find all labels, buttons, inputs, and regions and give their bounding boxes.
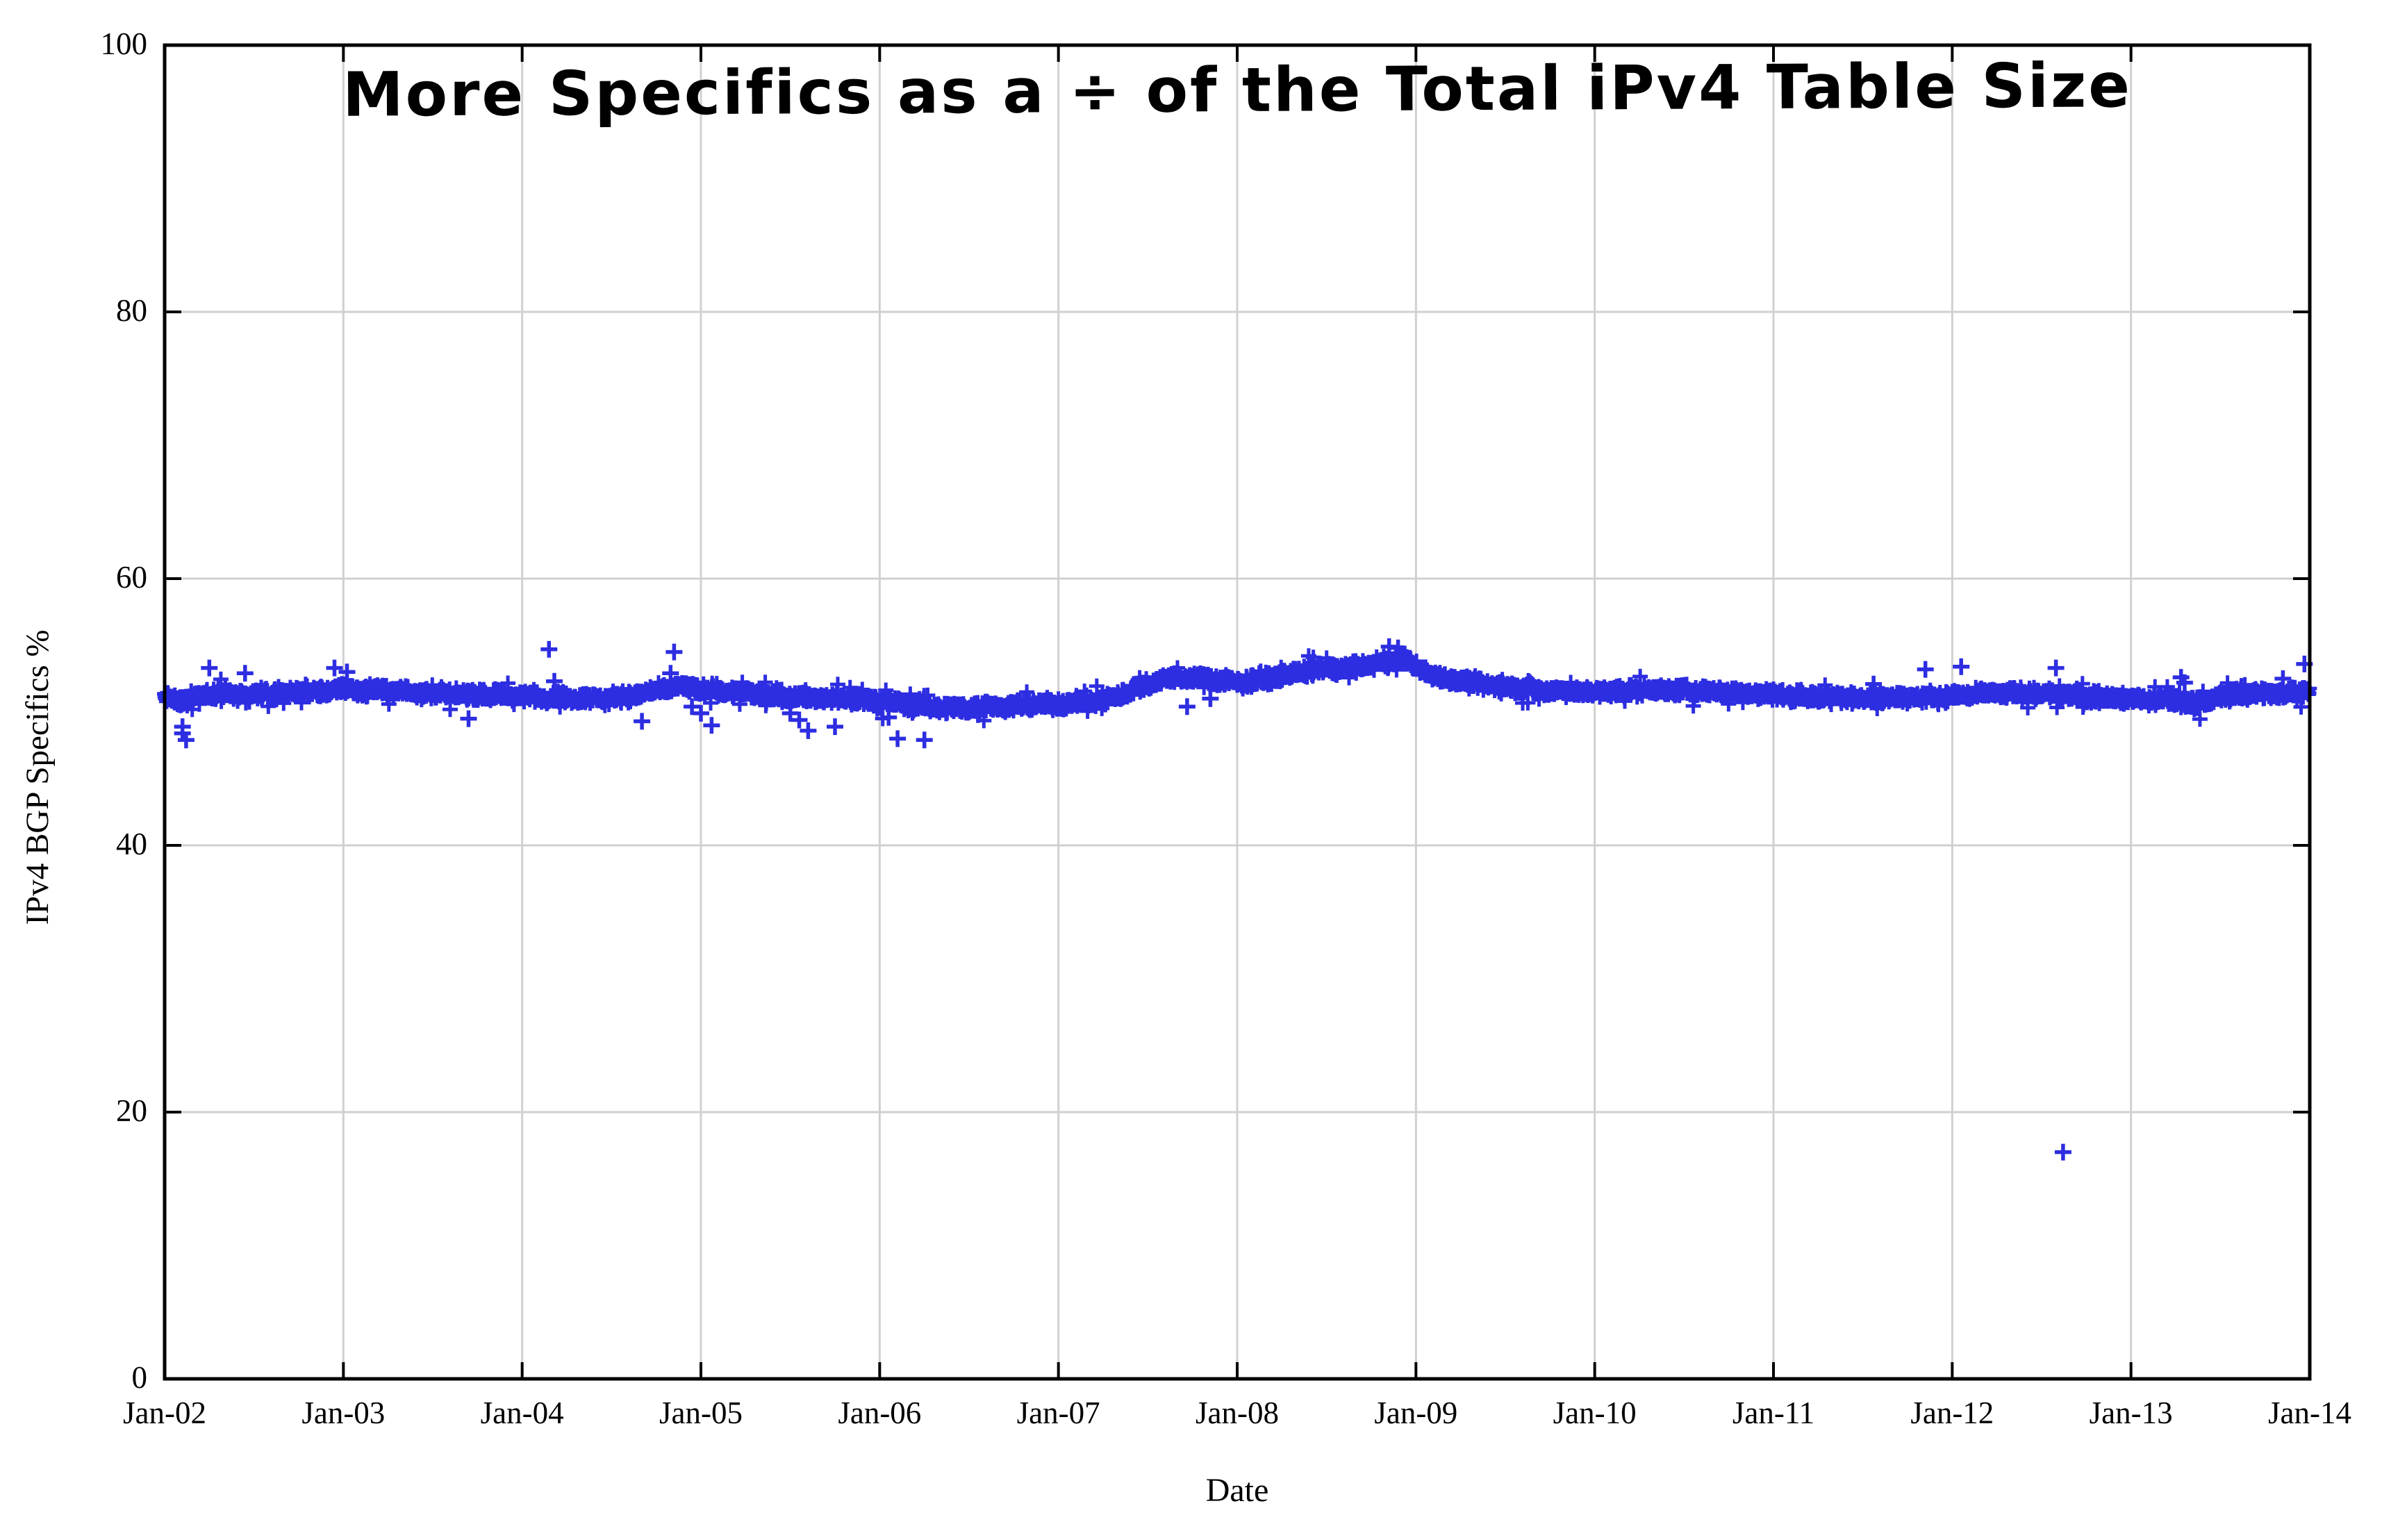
data-layer [157,638,2317,1161]
x-tick-label: Jan-13 [2089,1396,2173,1430]
y-tick-label: 40 [116,827,147,861]
x-tick-label: Jan-12 [1910,1396,1994,1430]
x-tick-label: Jan-09 [1374,1396,1458,1430]
x-tick-label: Jan-08 [1196,1396,1279,1430]
x-tick-label: Jan-03 [301,1396,386,1430]
y-tick-label: 0 [131,1360,148,1395]
x-tick-label: Jan-04 [480,1396,564,1430]
y-axis-title: IPv4 BGP Specifics % [19,629,56,925]
chart-title: More Specifics as a ÷ of the Total iPv4 … [342,49,2133,131]
y-tick-label: 60 [116,560,147,595]
y-tick-label: 80 [116,293,147,328]
x-tick-label: Jan-10 [1553,1396,1637,1430]
x-axis-title: Date [1205,1472,1269,1509]
x-tick-label: Jan-07 [1016,1396,1100,1430]
x-tick-label: Jan-05 [659,1396,743,1430]
x-tick-label: Jan-06 [838,1396,922,1430]
x-tick-label: Jan-11 [1732,1396,1815,1430]
y-tick-label: 100 [100,26,148,61]
axes [163,43,2312,1381]
outlier-points [174,638,2313,1161]
x-tick-label: Jan-14 [2268,1396,2351,1430]
y-tick-label: 20 [116,1093,147,1128]
gridlines [165,45,2310,1379]
x-tick-label: Jan-02 [123,1396,206,1430]
